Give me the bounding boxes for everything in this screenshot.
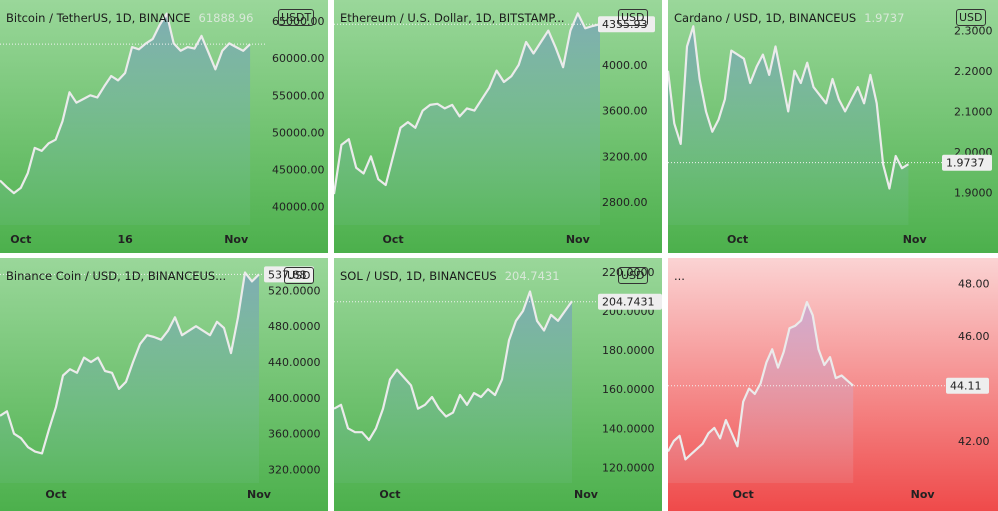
y-tick-label: 400.0000	[268, 392, 321, 405]
y-tick-label: 480.0000	[268, 320, 321, 333]
y-tick-label: 440.0000	[268, 356, 321, 369]
y-tick-label: 4000.00	[602, 59, 648, 72]
currency-badge: USD	[618, 267, 648, 284]
y-tick-label: 2.3000	[954, 24, 993, 37]
x-tick-label: 16	[117, 233, 133, 246]
y-tick-label: 40000.00	[272, 201, 325, 214]
currency-badge: USDT	[278, 9, 315, 26]
last-price-label: 4355.93	[602, 18, 648, 31]
x-tick-label: Nov	[903, 233, 928, 246]
price-line	[668, 301, 854, 461]
y-tick-label: 520.0000	[268, 284, 321, 297]
x-tick-label: Oct	[383, 233, 404, 246]
last-price-label: 44.11	[950, 380, 982, 393]
last-price-box	[264, 266, 314, 283]
y-tick-label: 46.00	[958, 330, 990, 343]
x-tick-label: Oct	[45, 488, 66, 501]
last-price-label: 537.88	[268, 268, 307, 281]
x-tick-label: Oct	[727, 233, 748, 246]
sol-chart-svg: 220.0000200.0000180.0000160.0000140.0000…	[334, 258, 662, 511]
y-tick-label: 2.2000	[954, 65, 993, 78]
y-tick-label: 360.0000	[268, 428, 321, 441]
chart-panel-bnb: 520.0000 480.0000 440.0000 400.0000 360.0000…	[0, 258, 328, 511]
area-fill	[0, 13, 251, 226]
chart-panel-btc: 65000.00 60000.00 55000.00 50000.00 45000.00…	[0, 0, 328, 253]
y-tick-label: 2800.00	[602, 196, 648, 209]
area-fill	[334, 291, 572, 483]
y-tick-label: 320.0000	[268, 464, 321, 477]
y-tick-label: 220.0000	[602, 266, 655, 279]
y-tick-label: 2.1000	[954, 105, 993, 118]
bnb-chart-svg: 520.0000 480.0000 440.0000 400.0000 360.0000…	[0, 258, 328, 511]
y-tick-label: 45000.00	[272, 163, 325, 176]
x-tick-label: Nov	[224, 233, 249, 246]
x-tick-label: Nov	[247, 488, 272, 501]
btc-chart-svg: 65000.0060000.0055000.0050000.0045000.00…	[0, 0, 328, 253]
currency-badge: USD	[956, 9, 986, 26]
x-tick-label: Nov	[574, 488, 599, 501]
y-tick-label: 55000.00	[272, 89, 325, 102]
area-fill	[668, 302, 854, 483]
panel-title: Bitcoin / TetherUS, 1D, BINANCE 61888.96	[6, 11, 254, 25]
last-price-box	[942, 154, 992, 171]
y-tick-label: 60000.00	[272, 52, 325, 65]
panel-title: ...	[674, 269, 685, 283]
last-price-label: 204.7431	[602, 296, 655, 309]
y-tick-label: 3600.00	[602, 105, 648, 118]
last-price-box	[598, 293, 662, 310]
x-tick-label: Nov	[911, 488, 936, 501]
panel-title: Ethereum / U.S. Dollar, 1D, BITSTAMP...	[340, 11, 565, 25]
x-tick-label: Oct	[733, 488, 754, 501]
y-tick-label: 1.9000	[954, 187, 993, 200]
currency-badge: USD	[284, 267, 314, 284]
y-tick-label: 180.0000	[602, 344, 655, 357]
y-tick-label: 120.0000	[602, 461, 655, 474]
y-tick-label: 3200.00	[602, 150, 648, 163]
panel-title: Cardano / USD, 1D, BINANCEUS 1.9737	[674, 11, 905, 25]
currency-badge: USD	[618, 9, 648, 26]
price-line	[668, 25, 909, 190]
last-price-box	[946, 377, 989, 394]
y-tick-label: 48.00	[958, 278, 990, 291]
panel-title: SOL / USD, 1D, BINANCEUS 204.7431	[340, 269, 560, 283]
y-tick-label: 160.0000	[602, 383, 655, 396]
eth-chart-svg: 4000.00 3600.00 3200.00 2800.00 Oct Nov 4355.9…	[334, 0, 662, 253]
price-line	[0, 271, 260, 455]
y-tick-label: 50000.00	[272, 126, 325, 139]
x-tick-label: Oct	[379, 488, 400, 501]
last-price-box	[598, 16, 655, 33]
y-tick-label: 140.0000	[602, 422, 655, 435]
area-fill	[0, 272, 259, 483]
chart-panel-red: 48.0046.0044.0042.00OctNov44.11 ...	[668, 258, 998, 511]
chart-panel-ada: 2.3000 2.2000 2.1000 2.0000 1.9000 Oct Nov 1.97…	[668, 0, 998, 253]
x-tick-label: Oct	[10, 233, 31, 246]
last-price-label: 1.9737	[946, 157, 985, 170]
y-tick-label: 42.00	[958, 435, 990, 448]
area-fill	[334, 13, 600, 226]
x-tick-label: Nov	[566, 233, 591, 246]
price-line	[334, 12, 601, 195]
chart-panel-sol: 220.0000 200.0000 180.0000 160.0000 140.0000…	[334, 258, 662, 511]
price-line	[0, 12, 251, 195]
panel-title: Binance Coin / USD, 1D, BINANCEUS...	[6, 269, 226, 283]
chart-panel-eth: 4000.00 3600.00 3200.00 2800.00 Oct Nov 4355.9…	[334, 0, 662, 253]
